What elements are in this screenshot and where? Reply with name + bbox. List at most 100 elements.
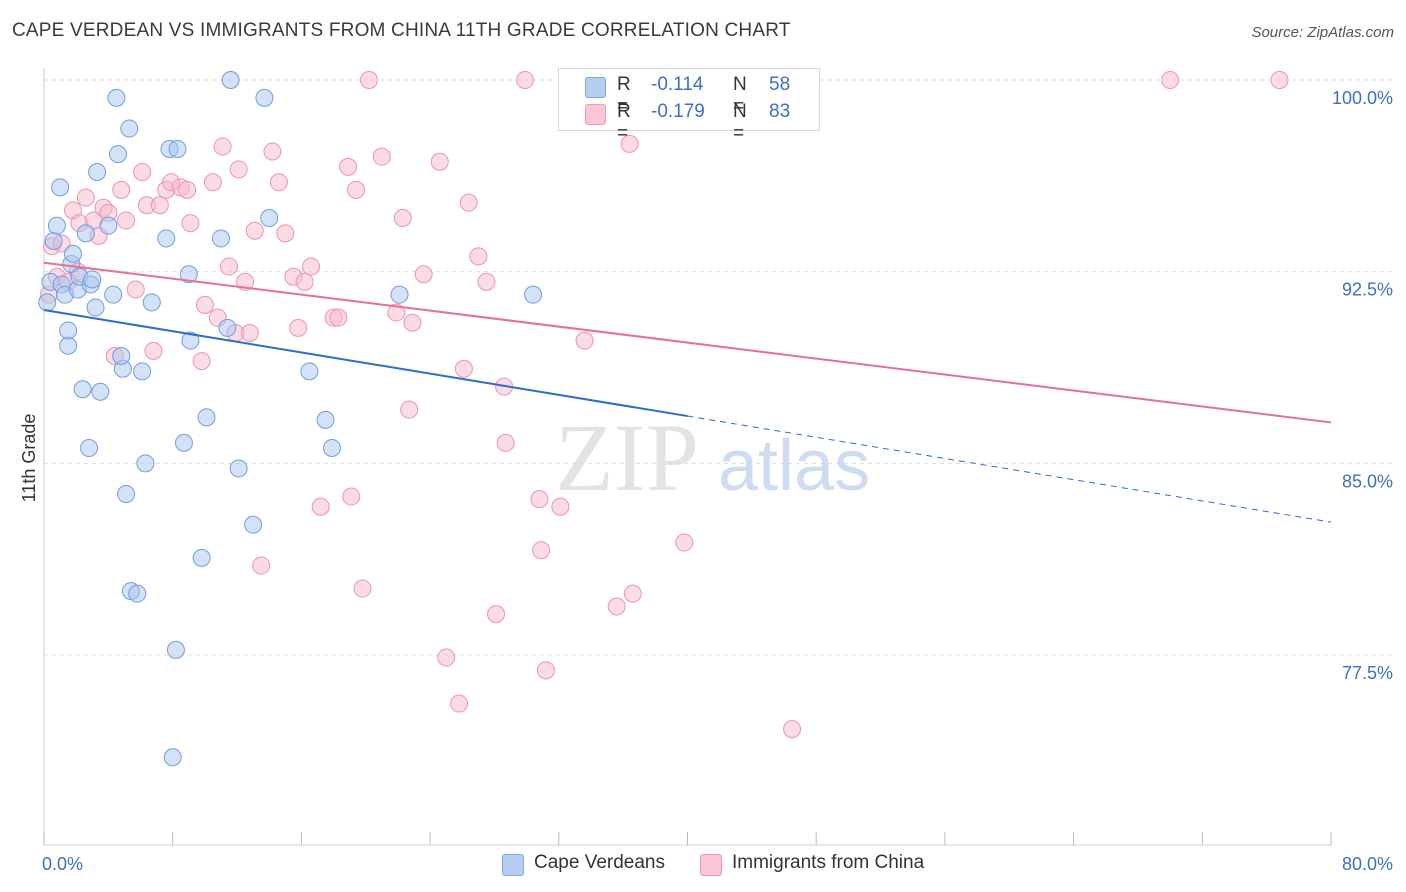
data-point (128, 584, 147, 603)
x-tick-label: 80.0% (1342, 854, 1393, 874)
data-point (372, 147, 391, 166)
data-point (220, 257, 239, 276)
data-point (289, 318, 308, 337)
data-point (620, 134, 639, 153)
watermark-zip: ZIP (555, 404, 699, 511)
legend-swatch-pink (700, 854, 722, 876)
data-point (150, 196, 169, 215)
data-point (393, 209, 412, 227)
data-point (136, 454, 155, 473)
data-point (88, 163, 107, 181)
data-point (218, 318, 237, 337)
data-point (322, 439, 341, 457)
data-point (157, 229, 176, 248)
data-point (59, 336, 78, 355)
data-point (387, 303, 406, 322)
data-point (109, 145, 128, 164)
data-point (166, 640, 185, 659)
data-point (311, 497, 330, 516)
legend-swatch-blue (502, 854, 524, 876)
trend-line-cape-verdeans (43, 309, 688, 418)
legend-n-value: 58 (769, 74, 791, 95)
y-tick-label: 85.0% (1342, 471, 1393, 491)
data-point (244, 515, 263, 534)
data-point (197, 408, 216, 427)
data-point (47, 216, 66, 235)
data-point (516, 71, 535, 89)
legend-r-label: R = (617, 101, 631, 144)
data-point (477, 272, 496, 291)
data-point (269, 173, 288, 192)
axes (43, 68, 1332, 846)
bottom-legend-label: Immigrants from China (732, 852, 925, 873)
data-point (44, 232, 63, 250)
data-point (221, 71, 240, 89)
data-point (80, 439, 99, 457)
data-point (112, 180, 131, 199)
data-point (260, 209, 279, 227)
data-point (607, 597, 626, 616)
data-point (142, 293, 161, 312)
data-point (255, 88, 274, 107)
y-axis-label: 11th Grade (19, 414, 39, 503)
data-point (73, 380, 92, 399)
data-point (229, 160, 248, 179)
trend-line-immigrants-from-china (43, 261, 1332, 424)
data-point (245, 221, 264, 240)
data-point (192, 352, 211, 371)
legend-r-label: R = (617, 74, 631, 117)
bottom-legend: Cape Verdeans Immigrants from China (0, 852, 1406, 878)
data-point (295, 272, 314, 291)
data-point (133, 362, 152, 381)
data-point (454, 359, 473, 378)
data-point (469, 247, 488, 266)
data-point (783, 720, 802, 739)
data-point (414, 265, 433, 284)
legend-n-value: 83 (769, 101, 791, 122)
data-point (195, 295, 214, 314)
data-point (530, 490, 549, 509)
data-point (1270, 71, 1289, 89)
data-point (117, 211, 136, 230)
trend-lines (43, 261, 1332, 523)
legend-swatch-blue (585, 77, 606, 98)
data-point (107, 88, 126, 107)
data-point (192, 548, 211, 567)
data-point (117, 485, 136, 503)
legend-swatch-pink (585, 104, 606, 125)
data-point (329, 308, 348, 327)
data-point (300, 362, 319, 381)
data-point (229, 459, 248, 478)
data-point (51, 178, 70, 197)
data-point (179, 265, 198, 284)
tick-labels: 77.5% 85.0% 92.5% 100.0% 0.0% 80.0% (42, 88, 1393, 874)
data-point (400, 400, 419, 419)
y-tick-label: 92.5% (1342, 280, 1393, 300)
data-point (211, 229, 230, 248)
data-point (496, 433, 515, 452)
data-point (91, 382, 110, 401)
data-point (339, 157, 358, 176)
bottom-legend-label: Cape Verdeans (534, 852, 665, 873)
data-point (1161, 71, 1180, 89)
data-point (76, 224, 95, 243)
data-point (59, 321, 78, 340)
data-point (104, 285, 123, 304)
data-point (316, 410, 335, 429)
data-point (450, 694, 469, 713)
data-point (83, 270, 102, 289)
series-cape-verdeans-points (38, 71, 543, 767)
data-point (178, 180, 197, 199)
legend-n-label: N = (733, 101, 747, 144)
data-point (163, 748, 182, 767)
data-point (532, 541, 551, 560)
data-point (359, 71, 378, 89)
legend-r-value: -0.179 (651, 101, 705, 122)
data-point (38, 293, 57, 312)
data-point (675, 533, 694, 552)
data-point (263, 142, 282, 161)
x-tick-label: 0.0% (42, 854, 83, 874)
data-point (168, 140, 187, 158)
legend-n-label: N = (733, 74, 747, 117)
